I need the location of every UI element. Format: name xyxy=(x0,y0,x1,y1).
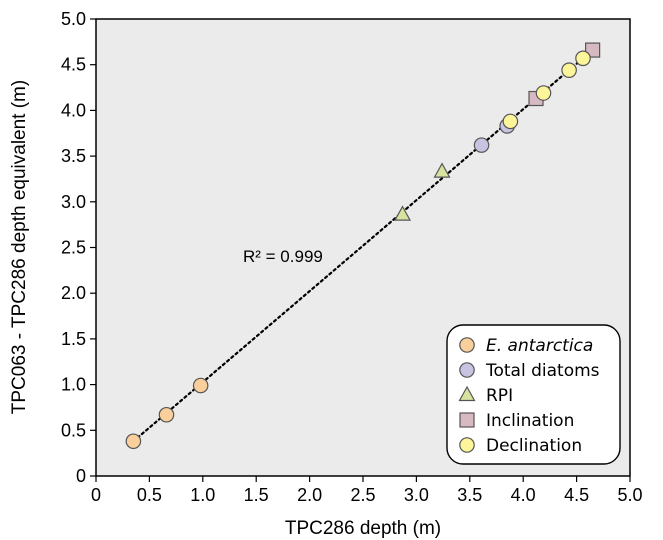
legend-marker-inclination xyxy=(459,412,475,428)
trendline xyxy=(132,48,594,443)
x-tick-label: 2.0 xyxy=(297,485,322,505)
legend-label-declination: Declination xyxy=(486,436,582,456)
data-point-rpi xyxy=(393,205,412,221)
legend-label-inclination: Inclination xyxy=(486,411,574,431)
y-tick-label: 2.5 xyxy=(61,238,86,258)
x-tick-label: 3.0 xyxy=(404,485,429,505)
y-tick-label: 1.5 xyxy=(61,329,86,349)
y-tick-label: 3.5 xyxy=(61,146,86,166)
legend-marker-total-diatoms xyxy=(459,362,475,378)
r-squared-annotation: R² = 0.999 xyxy=(243,247,323,266)
y-tick-label: 5.0 xyxy=(61,9,86,29)
data-point-declination xyxy=(535,85,552,101)
y-tick-label: 0.5 xyxy=(61,420,86,440)
data-point-total-diatoms xyxy=(473,137,490,153)
x-tick-label: 4.5 xyxy=(564,485,589,505)
y-tick-label: 1.0 xyxy=(61,375,86,395)
legend: E. antarctica Total diatoms RPI Inclination… xyxy=(446,324,621,465)
data-point-rpi xyxy=(433,162,451,178)
legend-label-rpi: RPI xyxy=(486,386,513,406)
data-point-e-antarctica xyxy=(158,406,175,423)
legend-label-total-diatoms: Total diatoms xyxy=(485,361,600,381)
trendline-group xyxy=(132,48,594,443)
x-tick-label: 5.0 xyxy=(617,485,642,505)
x-tick-label: 3.5 xyxy=(457,485,482,505)
x-tick-label: 1.0 xyxy=(190,485,215,505)
data-point-declination xyxy=(502,113,519,130)
x-tick-label: 4.0 xyxy=(511,485,536,505)
y-axis-title: TPC063 - TPC286 depth equivalent (m) xyxy=(9,80,30,414)
y-tick-label: 2.0 xyxy=(61,283,86,303)
x-tick-label: 1.5 xyxy=(244,485,269,505)
data-point-declination xyxy=(561,62,577,78)
x-axis-title: TPC286 depth (m) xyxy=(285,518,441,539)
x-tick-label: 0.5 xyxy=(137,485,162,505)
legend-label-e-antarctica: E. antarctica xyxy=(486,336,593,356)
y-tick-label: 3.0 xyxy=(61,192,86,212)
data-points xyxy=(125,42,601,450)
data-point-e-antarctica xyxy=(192,377,209,394)
y-tick-label: 4.5 xyxy=(61,55,86,75)
legend-marker-rpi xyxy=(458,385,476,402)
y-tick-label: 4.0 xyxy=(61,100,86,120)
legend-box xyxy=(446,324,621,465)
axis-ticks: 0 0.5 1.0 1.5 2.0 2.5 3.0 3.5 4.0 4.5 5.0 0 0.5 1.0 1.… xyxy=(61,9,643,505)
x-tick-label: 0 xyxy=(91,485,101,505)
y-tick-label: 0 xyxy=(76,466,86,486)
legend-marker-declination xyxy=(459,437,475,453)
data-point-declination xyxy=(575,50,591,67)
x-tick-label: 2.5 xyxy=(350,485,375,505)
data-point-e-antarctica xyxy=(125,433,142,450)
legend-marker-e-antarctica xyxy=(459,337,475,353)
